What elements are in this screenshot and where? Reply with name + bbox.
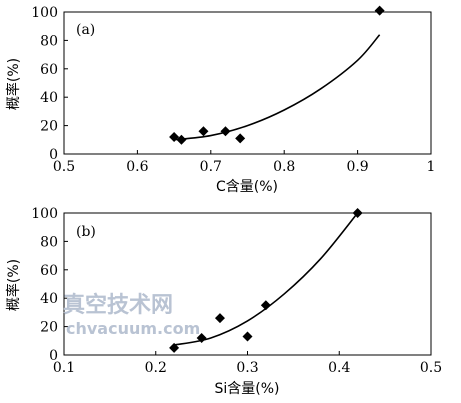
x-tick-label-b: 0.4 — [328, 360, 350, 376]
y-axis-title-b: 概率(%) — [5, 259, 22, 311]
watermark-cn-text: 真空技术网 — [63, 292, 173, 318]
watermark-url-text: chvacuum.com — [66, 319, 200, 338]
data-point-b-5 — [352, 208, 363, 218]
y-axis-title-a: 概率(%) — [5, 58, 22, 110]
data-point-b-4 — [260, 300, 271, 311]
data-point-a-0 — [169, 131, 180, 142]
panel-label-b: (b) — [76, 224, 96, 240]
data-point-a-4 — [235, 133, 246, 144]
y-tick-label-a: 100 — [31, 5, 58, 21]
data-point-a-2 — [198, 126, 209, 137]
x-tick-label-a: 0.9 — [346, 159, 368, 175]
plot-frame-a — [63, 11, 432, 155]
x-tick-label-a: 1 — [427, 159, 436, 175]
y-tick-label-b: 20 — [40, 320, 58, 336]
y-tick-label-b: 60 — [40, 263, 58, 279]
y-tick-label-a: 60 — [40, 62, 58, 78]
x-tick-label-a: 0.7 — [200, 159, 222, 175]
y-tick-label-b: 80 — [40, 234, 58, 250]
y-tick-label-a: 40 — [40, 90, 58, 106]
data-point-b-1 — [196, 332, 207, 343]
fit-curve-a — [174, 34, 381, 141]
y-tick-label-b: 100 — [31, 206, 58, 222]
x-axis-title-a: C含量(%) — [216, 179, 278, 195]
fit-curve-b — [173, 212, 359, 346]
data-point-b-2 — [214, 313, 225, 324]
y-tick-label-a: 20 — [40, 119, 58, 135]
y-tick-label-a: 0 — [49, 147, 58, 163]
x-tick-label-b: 0.2 — [145, 360, 167, 376]
x-tick-label-b: 0.1 — [53, 360, 75, 376]
data-point-b-0 — [169, 342, 180, 353]
data-points-a — [169, 5, 385, 145]
x-tick-label-a: 0.5 — [53, 159, 75, 175]
x-tick-label-a: 0.8 — [273, 159, 295, 175]
fit-curve-line-a — [174, 34, 381, 141]
x-tick-label-b: 0.3 — [236, 360, 258, 376]
data-point-a-3 — [220, 126, 231, 137]
fit-curve-line-b — [173, 212, 359, 346]
x-axis-title-b: Si含量(%) — [214, 381, 279, 397]
data-points-b — [169, 208, 363, 353]
x-tick-label-b: 0.5 — [420, 360, 442, 376]
data-point-a-1 — [176, 134, 187, 145]
watermark: 真空技术网 chvacuum.com — [63, 292, 200, 338]
y-tick-label-b: 0 — [49, 348, 58, 364]
y-tick-label-a: 80 — [40, 33, 58, 49]
axis-ticks-b: 0.1 0.2 0.3 0.4 0.5 0 20 40 60 80 100 — [31, 206, 442, 376]
panel-label-a: (a) — [76, 22, 95, 38]
x-tick-label-a: 0.6 — [126, 159, 148, 175]
data-point-a-5 — [374, 5, 385, 16]
axis-ticks-a: 0.5 0.6 0.7 0.8 0.9 1 0 20 40 60 80 100 — [31, 5, 435, 175]
y-tick-label-b: 40 — [40, 291, 58, 307]
data-point-b-3 — [242, 331, 253, 342]
